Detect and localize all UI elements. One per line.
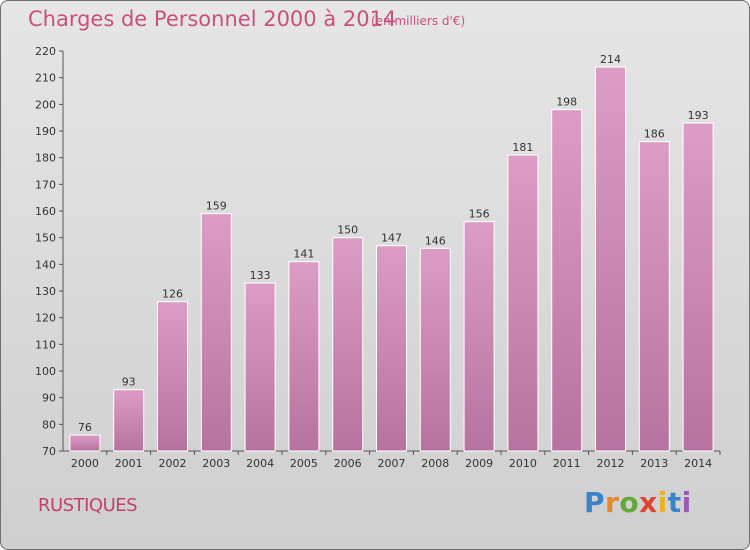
logo-letter: i — [657, 486, 668, 519]
y-tick-label: 220 — [35, 45, 56, 58]
value-label: 193 — [688, 109, 709, 122]
value-label: 126 — [162, 288, 183, 301]
value-label: 147 — [381, 232, 402, 245]
x-tick-label: 2006 — [334, 457, 362, 470]
bar-2010 — [507, 154, 539, 452]
y-tick-label: 150 — [35, 232, 56, 245]
y-tick-label: 160 — [35, 205, 56, 218]
value-label: 156 — [469, 208, 490, 221]
y-tick-label: 80 — [42, 418, 56, 431]
value-label: 198 — [556, 96, 577, 109]
bar-2007 — [376, 245, 407, 452]
y-tick-label: 210 — [35, 72, 56, 85]
value-label: 133 — [250, 269, 271, 282]
y-tick-label: 180 — [35, 152, 56, 165]
logo-letter: t — [667, 486, 682, 519]
commune-name: RUSTIQUES — [38, 495, 138, 516]
x-tick-label: 2005 — [290, 457, 318, 470]
y-tick-label: 200 — [35, 98, 56, 111]
logo-letter: o — [619, 486, 640, 519]
x-tick-label: 2004 — [246, 457, 274, 470]
bar-2005 — [288, 261, 320, 452]
value-label: 93 — [122, 376, 136, 389]
x-tick-label: 2007 — [378, 457, 406, 470]
bar-2006 — [332, 237, 364, 452]
x-tick-label: 2013 — [640, 457, 668, 470]
chart-title: Charges de Personnel 2000 à 2014 — [28, 7, 397, 31]
logo-letter: P — [584, 486, 606, 519]
logo-letter: x — [639, 486, 658, 519]
proxiti-logo[interactable]: Proxiti — [584, 486, 692, 519]
x-tick-label: 2011 — [553, 457, 581, 470]
x-tick-label: 2003 — [202, 457, 230, 470]
bar-2001 — [113, 389, 145, 452]
x-tick-label: 2010 — [509, 457, 537, 470]
bar-2004 — [244, 282, 276, 452]
x-tick-label: 2001 — [115, 457, 143, 470]
value-label: 76 — [78, 421, 92, 434]
x-tick-label: 2012 — [597, 457, 625, 470]
y-tick-label: 120 — [35, 312, 56, 325]
y-tick-label: 90 — [42, 392, 56, 405]
y-tick-label: 190 — [35, 125, 56, 138]
value-label: 150 — [337, 224, 358, 237]
x-tick-label: 2014 — [684, 457, 712, 470]
bars: 76 93 126 159 133 141 150 147 146 156 181 198 214 186… — [69, 53, 714, 452]
x-tick-label: 2002 — [159, 457, 187, 470]
bar-2000 — [69, 434, 101, 452]
x-tick-label: 2000 — [71, 457, 99, 470]
bar-2002 — [157, 301, 188, 452]
value-label: 181 — [512, 141, 533, 154]
bar-2013 — [638, 141, 670, 452]
value-label: 141 — [293, 248, 314, 261]
bar-2003 — [200, 213, 232, 452]
bar-2011 — [551, 109, 583, 452]
value-label: 214 — [600, 53, 621, 66]
x-tick-label: 2009 — [465, 457, 493, 470]
bar-2012 — [595, 66, 626, 452]
bar-2014 — [682, 122, 714, 452]
y-tick-label: 70 — [42, 445, 56, 458]
value-label: 159 — [206, 200, 227, 213]
logo-letter: i — [681, 486, 692, 519]
y-tick-label: 110 — [35, 338, 56, 351]
bar-2008 — [419, 247, 451, 452]
y-tick-label: 140 — [35, 258, 56, 271]
y-tick-label: 170 — [35, 178, 56, 191]
value-label: 146 — [425, 234, 446, 247]
y-tick-label: 100 — [35, 365, 56, 378]
bar-2009 — [463, 221, 495, 452]
y-tick-label: 130 — [35, 285, 56, 298]
unit-label: (en milliers d'€) — [371, 14, 466, 28]
value-label: 186 — [644, 128, 665, 141]
axes: 7080901001101201301401501601701801902002… — [35, 45, 721, 470]
x-tick-label: 2008 — [421, 457, 449, 470]
logo-letter: r — [605, 486, 620, 519]
